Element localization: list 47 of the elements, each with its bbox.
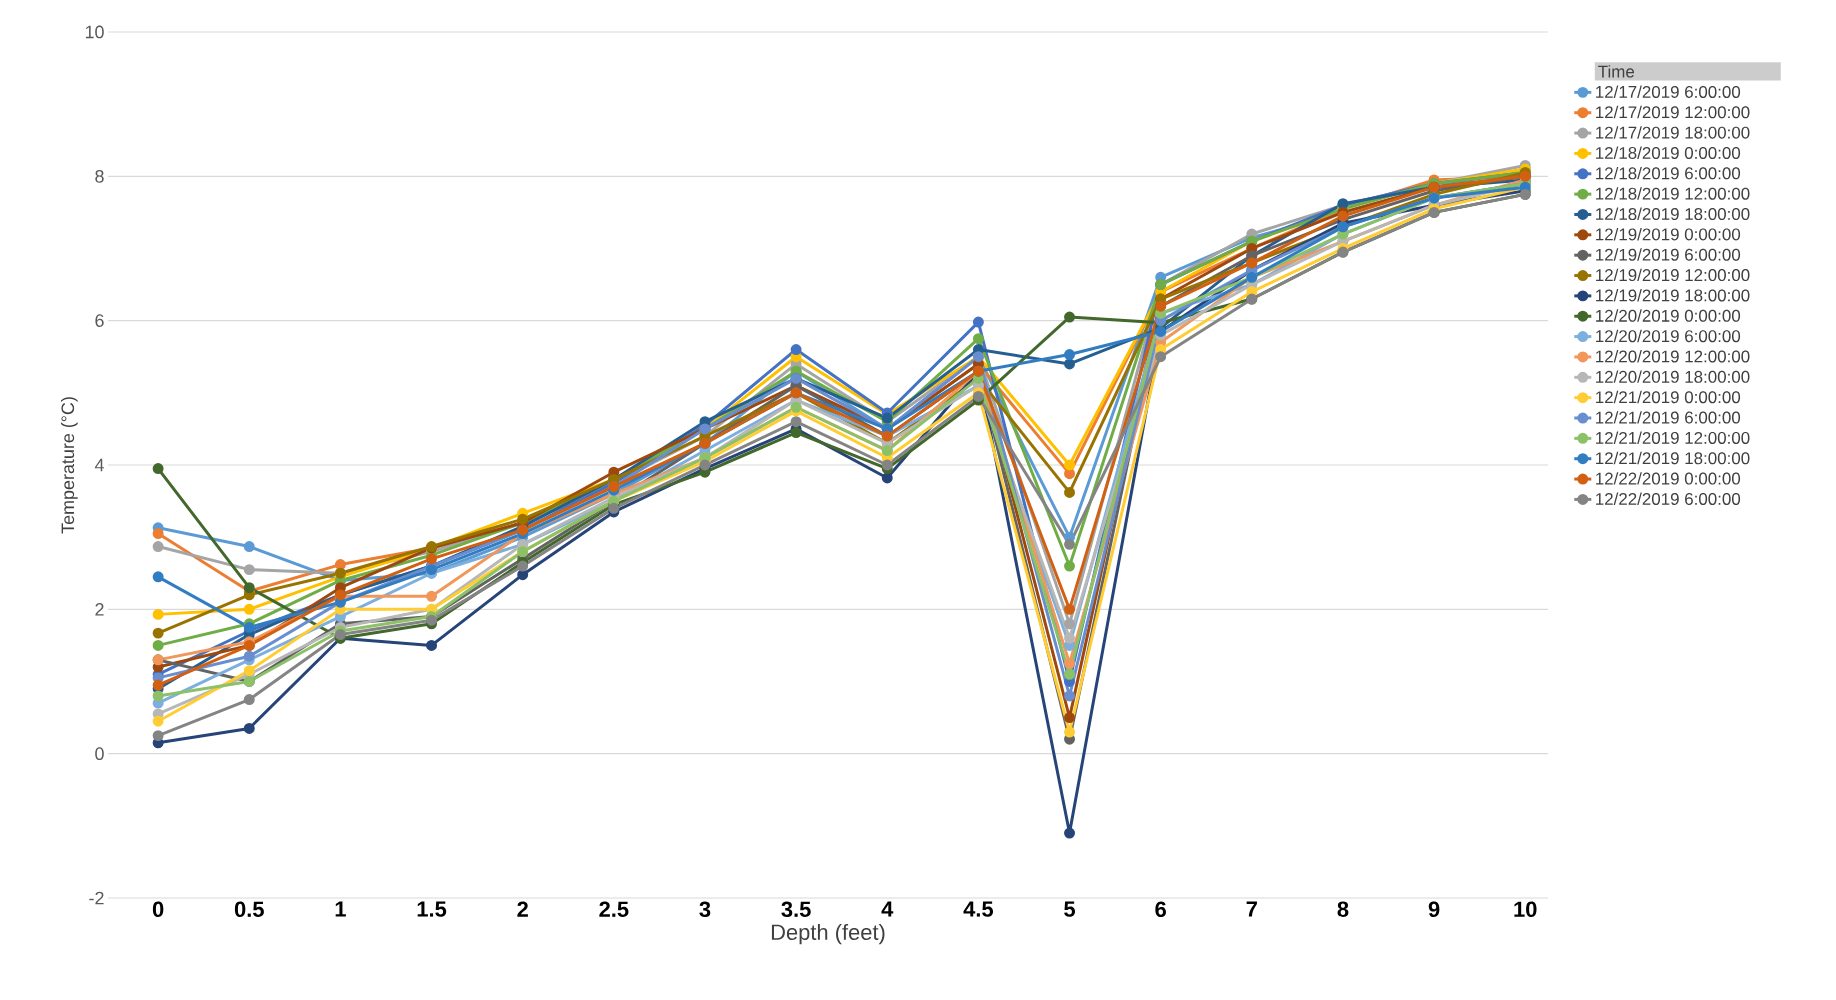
x-tick-label: 1	[335, 901, 346, 917]
legend-label: 12/18/2019 12:00:00	[1596, 187, 1750, 200]
legend-label: 12/19/2019 6:00:00	[1596, 248, 1741, 261]
x-tick-label: 5	[1064, 901, 1076, 917]
x-tick-label: 3	[699, 901, 711, 918]
y-tick-label: 6	[95, 314, 104, 327]
y-tick-label: 10	[85, 25, 104, 39]
legend-label: 12/17/2019 18:00:00	[1596, 126, 1750, 139]
legend-label: 12/21/2019 18:00:00	[1596, 451, 1750, 465]
y-tick-label: 4	[94, 458, 104, 472]
x-tick-label: 7	[1246, 901, 1257, 917]
x-tick-label: 3.5	[781, 901, 811, 918]
legend-label: 12/20/2019 18:00:00	[1596, 370, 1750, 383]
x-tick-label: 4.5	[963, 901, 994, 917]
y-tick-label: 8	[95, 169, 104, 183]
legend-label: 12/17/2019 12:00:00	[1596, 105, 1750, 119]
x-tick-label: 4	[881, 901, 894, 917]
legend-title: Time	[1598, 65, 1635, 78]
legend-label: 12/17/2019 6:00:00	[1596, 85, 1741, 98]
legend-label: 12/19/2019 0:00:00	[1596, 227, 1741, 241]
x-axis-title: Depth (feet)	[771, 923, 885, 945]
x-tick-label: 8	[1337, 901, 1349, 918]
legend-label: 12/20/2019 12:00:00	[1596, 350, 1750, 363]
x-tick-label: 2.5	[599, 901, 629, 918]
legend-label: 12/20/2019 6:00:00	[1596, 329, 1741, 343]
x-tick-label: 1.5	[417, 901, 447, 917]
y-tick-label: 2	[95, 603, 104, 616]
x-tick-label: 0.5	[234, 901, 264, 918]
y-tick-label: 0	[95, 747, 104, 761]
legend-label: 12/18/2019 0:00:00	[1596, 146, 1741, 159]
legend-label: 12/18/2019 18:00:00	[1596, 207, 1750, 221]
x-tick-label: 10	[1514, 901, 1537, 918]
x-tick-label: 2	[517, 901, 528, 917]
legend-label: 12/21/2019 0:00:00	[1596, 390, 1741, 404]
x-tick-label: 6	[1155, 901, 1166, 918]
legend-label: 12/21/2019 6:00:00	[1596, 411, 1741, 424]
legend-label: 12/19/2019 18:00:00	[1596, 289, 1750, 302]
legend-label: 12/19/2019 12:00:00	[1596, 268, 1750, 282]
legend-label: 12/22/2019 0:00:00	[1596, 472, 1741, 485]
y-axis-title: Temperature (°C)	[60, 397, 78, 534]
x-tick-label: 9	[1428, 901, 1440, 918]
legend-label: 12/22/2019 6:00:00	[1596, 492, 1741, 505]
y-tick-label: -2	[89, 891, 104, 905]
legend-label: 12/20/2019 0:00:00	[1596, 309, 1741, 322]
x-tick-label: 0	[152, 901, 164, 918]
legend-label: 12/18/2019 6:00:00	[1596, 166, 1741, 180]
legend-label: 12/21/2019 12:00:00	[1596, 431, 1750, 444]
